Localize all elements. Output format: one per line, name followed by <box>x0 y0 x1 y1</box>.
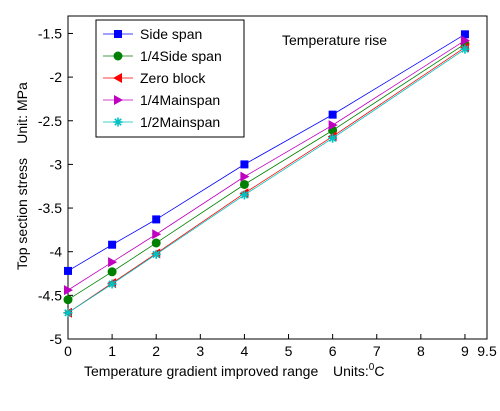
data-point <box>328 133 338 143</box>
x-tick-label: 1 <box>108 343 116 359</box>
annotation-text: Temperature rise <box>282 32 387 48</box>
star-stroke <box>328 134 337 142</box>
series-line <box>67 43 466 301</box>
data-point <box>64 285 73 296</box>
series-0 <box>64 30 469 275</box>
data-point <box>107 267 117 277</box>
data-point <box>63 308 73 318</box>
data-point <box>108 257 118 268</box>
y-tick-label: -2 <box>50 69 63 85</box>
data-point <box>152 215 161 224</box>
legend-entry: Side span <box>103 26 202 42</box>
data-point <box>328 120 338 131</box>
series-line <box>67 33 466 272</box>
data-point <box>239 190 249 200</box>
data-point <box>239 179 249 189</box>
x-tick-label: 4 <box>241 343 249 359</box>
data-point <box>328 110 337 119</box>
y-tick-label: -2.5 <box>38 113 62 129</box>
legend-marker <box>114 95 123 105</box>
plot-frame <box>67 15 488 340</box>
data-point <box>460 30 469 39</box>
legend-entry: 1/4Side span <box>103 48 222 64</box>
y-axis-label: Top section stress <box>14 158 30 270</box>
legend-entry: Zero block <box>103 70 206 86</box>
x-tick-label: 9 <box>461 343 469 359</box>
x-axis-units-suffix: C <box>374 363 384 379</box>
legend-label: 1/2Mainspan <box>140 114 220 130</box>
x-axis-units-prefix: Units: <box>333 363 369 379</box>
y-tick-label: -5 <box>50 331 63 347</box>
series-line <box>67 47 466 314</box>
legend-marker <box>113 73 122 83</box>
legend-marker <box>114 30 122 38</box>
data-point <box>151 249 161 259</box>
x-tick-label: 5 <box>285 343 293 359</box>
legend-label: 1/4Mainspan <box>140 92 220 108</box>
y-tick-label: -4.5 <box>38 287 62 303</box>
star-stroke <box>108 280 116 288</box>
legend: Side span 1/4Side span Zero block 1/4Mainsp… <box>95 19 245 138</box>
y-axis-units: Unit: MPa <box>14 82 30 144</box>
legend-label: 1/4Side span <box>140 48 222 64</box>
x-axis: 0 1 2 3 4 5 6 7 8 9 9.5 <box>64 334 497 359</box>
y-tick-label: -3.5 <box>38 200 62 216</box>
data-point <box>240 160 249 169</box>
data-point <box>152 229 162 240</box>
y-tick-label: -3 <box>50 156 63 172</box>
x-axis-units-degree: 0 <box>369 362 375 373</box>
x-tick-label: 8 <box>417 343 425 359</box>
x-axis-label: Temperature gradient improved range <box>84 363 318 379</box>
x-tick-label: 3 <box>196 343 204 359</box>
legend-entry: 1/2Mainspan <box>103 114 220 130</box>
series-4 <box>63 44 470 318</box>
series-line <box>67 40 466 291</box>
data-point <box>460 35 470 46</box>
x-tick-label: 0 <box>64 343 72 359</box>
x-tick-label: 2 <box>152 343 160 359</box>
data-point <box>64 266 72 275</box>
legend-marker <box>113 51 123 61</box>
data-point <box>240 171 250 182</box>
star-stroke <box>240 191 249 199</box>
y-tick-label: -1.5 <box>38 25 62 41</box>
data-point <box>151 238 161 248</box>
series-3 <box>64 35 470 296</box>
data-point <box>460 44 470 54</box>
series-line <box>67 48 466 314</box>
star-stroke <box>152 250 160 259</box>
legend-label: Side span <box>140 26 202 42</box>
legend-marker <box>113 117 123 127</box>
data-point <box>108 240 117 249</box>
x-tick-label: 6 <box>329 343 337 359</box>
y-tick-label: -4 <box>50 244 63 260</box>
x-tick-label: 7 <box>373 343 381 359</box>
x-axis-units: Units:0C <box>333 362 384 379</box>
series-layer <box>63 30 470 318</box>
star-stroke <box>461 45 469 53</box>
star-stroke <box>114 118 122 126</box>
legend-entry: 1/4Mainspan <box>103 92 220 108</box>
legend-label: Zero block <box>140 70 206 86</box>
data-point <box>63 295 73 305</box>
x-tick-label: 9.5 <box>477 343 497 359</box>
star-stroke <box>64 309 72 317</box>
data-point <box>107 279 117 289</box>
y-axis: -5 -4.5 -4 -3.5 -3 -2.5 -2 -1.5 <box>38 25 73 347</box>
